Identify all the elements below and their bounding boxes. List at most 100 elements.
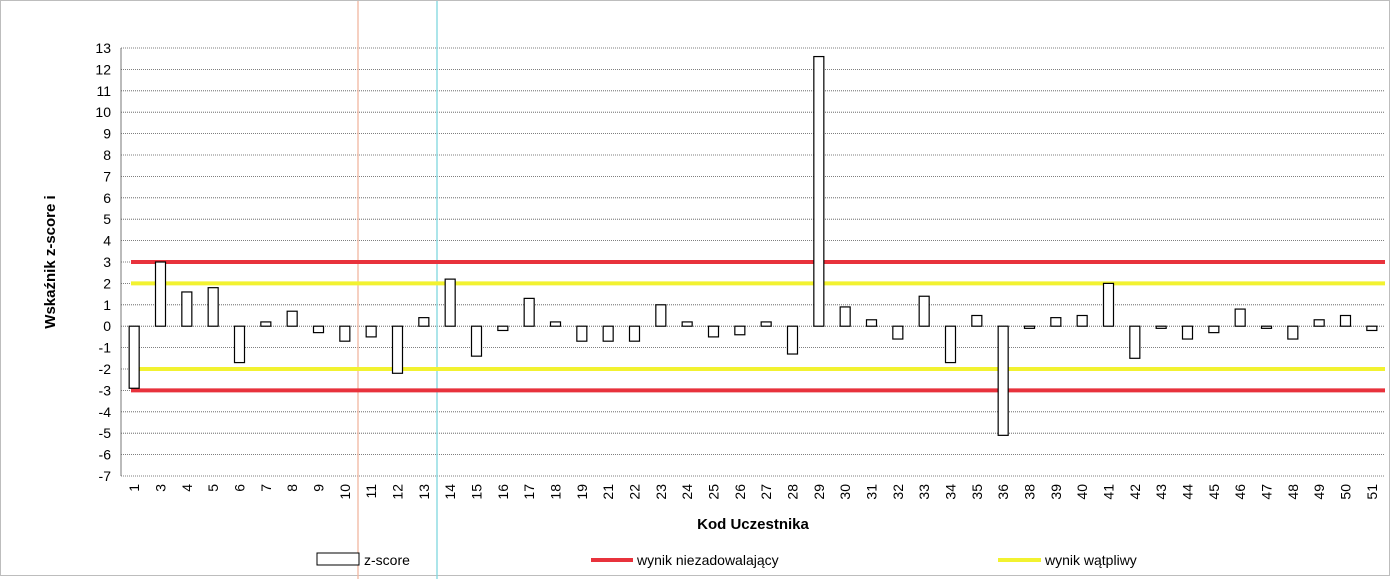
x-tick-label: 32	[890, 484, 906, 500]
vertical-markers	[357, 1, 438, 579]
x-tick-label: 25	[706, 484, 722, 500]
x-tick-label: 50	[1338, 484, 1354, 500]
bars	[128, 55, 1378, 436]
x-tick-label: 38	[1022, 484, 1038, 500]
bar-4	[181, 291, 193, 327]
bar-24	[681, 321, 693, 327]
x-tick-label: 8	[284, 484, 300, 492]
bar-5	[207, 287, 219, 327]
y-tick-label: -7	[99, 468, 112, 484]
bar-10	[339, 325, 351, 342]
x-tick-label: 10	[337, 484, 353, 500]
x-tick-label: 29	[811, 484, 827, 500]
bar-32	[892, 325, 904, 340]
threshold-lines	[131, 260, 1385, 393]
x-tick-label: 46	[1232, 484, 1248, 500]
y-tick-label: -6	[99, 447, 112, 463]
x-tick-label: 26	[732, 484, 748, 500]
legend-label-watpliwy: wynik wątpliwy	[1044, 552, 1137, 568]
y-tick-label: 12	[95, 61, 111, 77]
bar-48	[1287, 325, 1299, 340]
y-tick-label: -3	[99, 382, 112, 398]
x-tick-label: 48	[1285, 484, 1301, 500]
y-tick-label: 3	[103, 254, 111, 270]
x-tick-label: 43	[1153, 484, 1169, 500]
x-tick-label: 19	[574, 484, 590, 500]
x-tick-label: 49	[1311, 484, 1327, 500]
legend: z-score wynik niezadowalający wynik wątp…	[316, 552, 1137, 568]
bar-22	[628, 325, 641, 342]
x-tick-label: 7	[258, 484, 274, 492]
x-tick-label: 31	[864, 484, 880, 500]
bar-33	[918, 295, 930, 327]
bar-39	[1050, 317, 1062, 327]
x-tick-label: 16	[495, 484, 511, 500]
bar-41	[1102, 282, 1115, 327]
y-tick-label: -2	[99, 361, 112, 377]
bar-47	[1260, 325, 1273, 329]
bar-46	[1234, 308, 1246, 327]
x-tick-label: 51	[1364, 484, 1380, 500]
x-tick-label: 18	[548, 484, 564, 500]
bar-3	[154, 261, 167, 327]
x-tick-label: 1	[126, 484, 142, 492]
y-tick-label: 6	[103, 190, 111, 206]
x-tick-label: 17	[521, 484, 537, 500]
bar-8	[286, 310, 298, 327]
x-tick-label: 42	[1127, 484, 1143, 500]
y-tick-label: 11	[96, 83, 111, 99]
bar-44	[1181, 325, 1194, 340]
bar-31	[865, 319, 878, 327]
bar-27	[760, 321, 772, 327]
y-tick-label: 1	[103, 297, 111, 313]
x-tick-label: 30	[837, 484, 853, 500]
y-tick-label: 9	[103, 126, 111, 142]
x-tick-label: 27	[758, 484, 774, 500]
x-tick-label: 11	[363, 484, 379, 499]
y-tick-label: 0	[103, 318, 111, 334]
x-tick-label: 5	[205, 484, 221, 492]
x-tick-label: 6	[232, 484, 248, 492]
bar-1	[128, 325, 140, 389]
x-tick-label: 47	[1259, 484, 1275, 500]
y-tick-label: 5	[103, 211, 111, 227]
bar-21	[602, 325, 614, 342]
bar-11	[365, 325, 377, 338]
y-tick-label: 10	[95, 104, 111, 120]
x-axis-ticks: 1 3 4 5 6 7 8 9 10 11 12 13 14 15 16 17 18 19 21 22 23 24 25 26…	[126, 484, 1380, 500]
x-tick-label: 24	[679, 484, 695, 500]
bar-38	[1023, 325, 1036, 329]
x-tick-label: 44	[1180, 484, 1196, 500]
x-axis-title: Kod Uczestnika	[697, 516, 809, 533]
y-tick-label: 7	[103, 168, 111, 184]
bar-25	[707, 325, 720, 338]
x-tick-label: 13	[416, 484, 432, 500]
x-tick-label: 4	[179, 484, 195, 492]
bar-40	[1076, 314, 1088, 327]
y-tick-label: 13	[95, 40, 111, 56]
y-tick-label: -4	[99, 404, 112, 420]
x-tick-label: 40	[1074, 484, 1090, 500]
legend-swatch-z-score	[316, 552, 360, 566]
y-tick-label: -5	[99, 425, 112, 441]
x-tick-label: 36	[995, 484, 1011, 500]
y-tick-label: 4	[103, 233, 111, 249]
y-tick-label: 8	[103, 147, 111, 163]
x-tick-label: 3	[153, 484, 169, 492]
bar-36	[997, 325, 1009, 436]
bar-51	[1366, 325, 1378, 332]
x-tick-label: 12	[390, 484, 406, 500]
bar-50	[1339, 314, 1352, 327]
y-tick-label: 2	[103, 275, 111, 291]
x-tick-label: 39	[1048, 484, 1064, 500]
bar-14	[444, 278, 456, 327]
x-tick-label: 9	[311, 484, 327, 492]
bar-16	[497, 325, 509, 332]
x-tick-label: 23	[653, 484, 669, 500]
bar-26	[734, 325, 746, 336]
bar-45	[1208, 325, 1220, 334]
bar-23	[655, 304, 667, 327]
x-tick-label: 33	[916, 484, 932, 500]
bar-43	[1155, 325, 1167, 329]
